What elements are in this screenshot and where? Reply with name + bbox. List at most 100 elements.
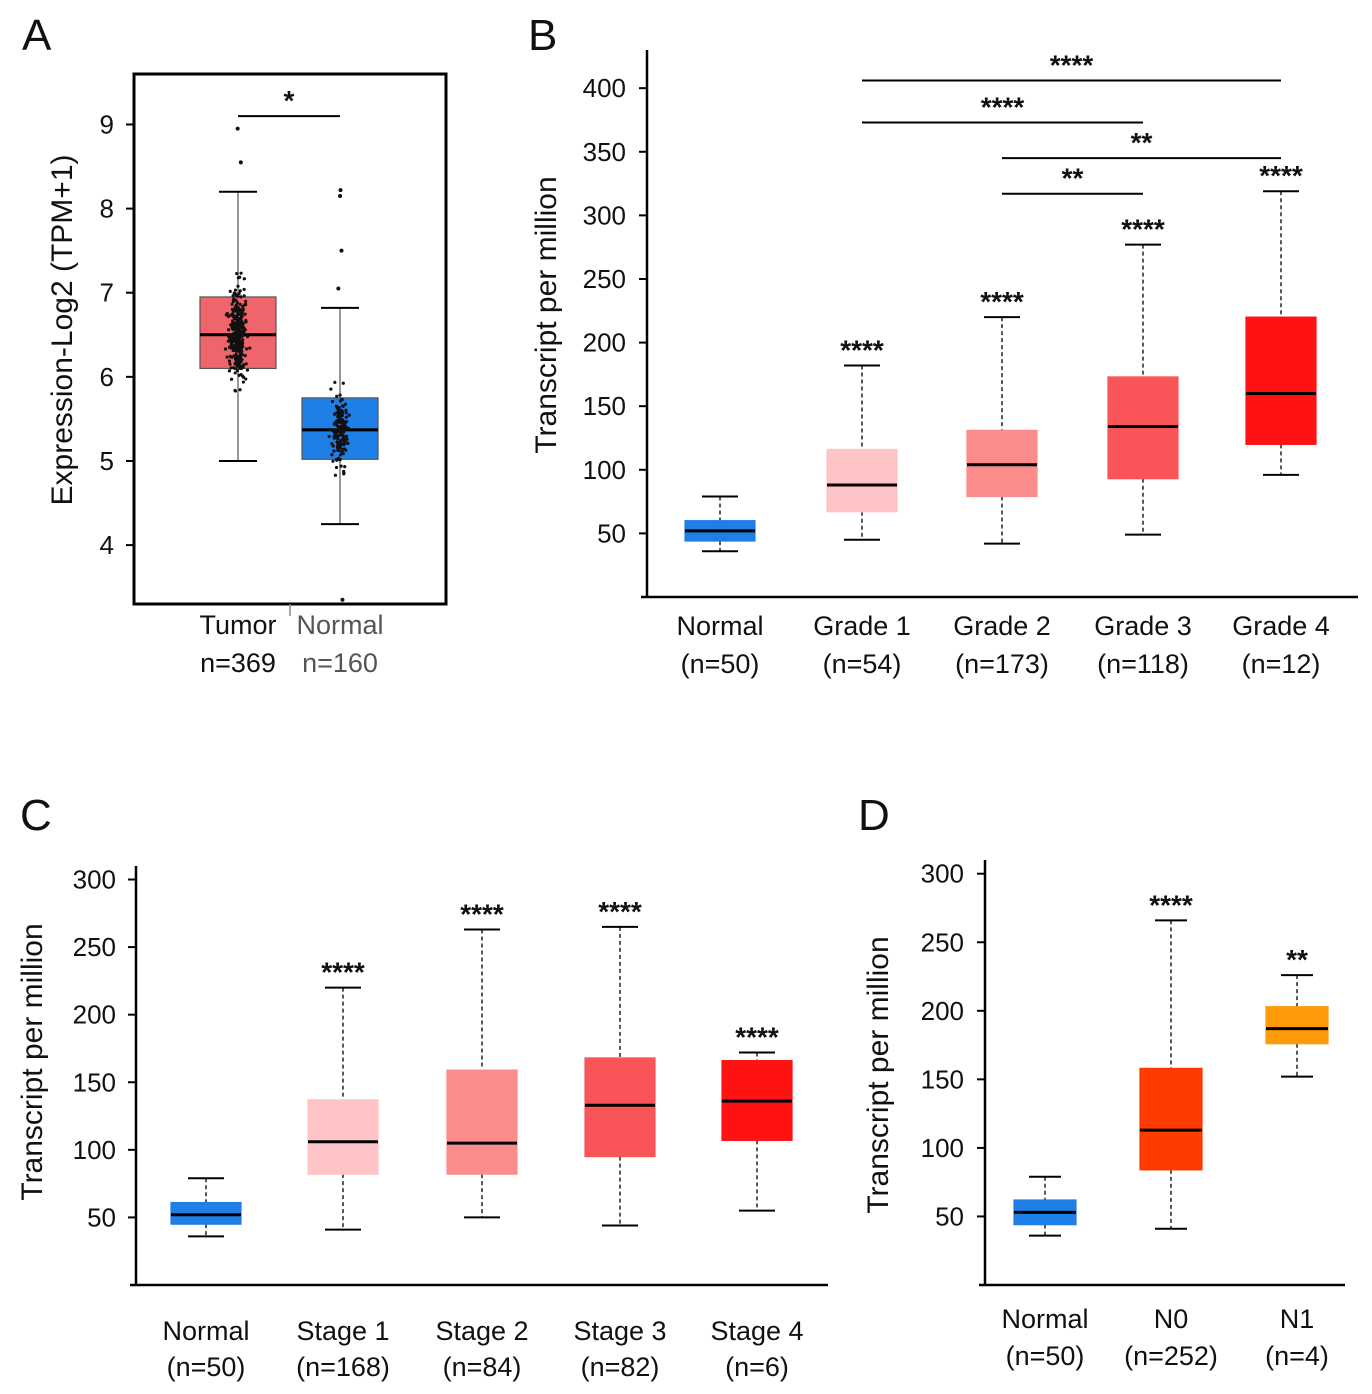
data-point [342,437,346,441]
panel-label: C [20,791,52,840]
category-count: (n=50) [681,649,760,679]
data-point [331,459,335,463]
data-point [342,423,346,427]
data-point [332,434,336,438]
data-point [346,441,350,446]
data-point [229,377,234,381]
category-label: Stage 1 [296,1316,389,1346]
data-point [335,394,339,398]
category-count: (n=168) [296,1352,390,1382]
data-point [231,294,235,298]
data-point [236,348,240,352]
data-point [334,421,338,425]
category-label: Grade 2 [953,611,1051,641]
category-label: Normal [676,611,763,641]
data-point [226,328,231,332]
data-point [232,331,236,335]
data-point [338,453,343,457]
data-point [237,291,241,296]
data-point [238,322,242,326]
comparison-label: * [284,85,295,116]
data-point [344,411,348,415]
data-point [342,471,346,475]
data-point [239,350,243,354]
data-point [231,319,235,323]
data-point [231,348,235,352]
data-point [338,414,342,418]
box-stage-2 [446,1069,518,1175]
data-point [227,359,232,363]
data-point [241,380,245,384]
data-point [343,441,347,445]
data-point [235,301,239,305]
data-point [235,317,239,322]
data-point [223,347,228,351]
data-point [233,389,238,393]
box-stage-3 [584,1057,656,1158]
y-tick-label: 150 [583,391,626,421]
data-point [339,397,344,402]
data-point [239,295,243,299]
y-tick-label: 5 [100,446,114,476]
data-point [342,447,346,451]
data-point [240,320,244,324]
data-point [344,434,349,438]
category-label: Stage 2 [435,1316,528,1346]
comparison-label: ** [1131,127,1153,158]
data-point [333,380,337,384]
data-point [233,371,237,375]
comparison-label: **** [1050,50,1094,81]
data-point [229,338,233,343]
category-label: Stage 4 [710,1316,803,1346]
y-tick-label: 250 [921,927,964,957]
data-point [238,275,242,279]
y-tick-label: 300 [583,200,626,230]
data-point [239,315,244,319]
data-point [330,399,335,404]
significance-label: **** [980,286,1024,317]
category-label: Grade 4 [1232,611,1330,641]
data-point [228,362,232,366]
data-point [328,428,332,432]
data-point [234,352,238,356]
y-tick-label: 50 [87,1202,116,1232]
significance-label: ** [1286,944,1308,975]
data-point [334,465,339,470]
category-count: (n=50) [1006,1341,1085,1371]
data-point [242,287,246,292]
data-point [229,366,233,370]
data-point [239,372,243,377]
panel-c: C 50 100 150 200 250 300 Transcript per million… [16,791,828,1382]
data-point [339,464,343,468]
y-tick-label: 50 [935,1201,964,1231]
data-point [346,426,350,430]
category-count: (n=252) [1124,1341,1218,1371]
data-point [344,408,348,412]
outlier-point [238,160,243,165]
y-tick-label: 100 [73,1135,116,1165]
data-point [338,446,342,450]
y-tick-label: 200 [921,996,964,1026]
data-point [338,393,342,397]
outlier-point [336,286,341,291]
y-tick-label: 300 [73,865,116,895]
data-point [331,444,335,448]
data-point [335,436,340,440]
y-axis-title: Transcript per million [16,923,49,1200]
category-label: Normal [162,1316,249,1346]
significance-label: **** [840,334,884,365]
data-point [341,452,345,456]
data-point [238,359,243,363]
outlier-point [340,597,345,602]
data-point [341,404,345,409]
panel-d: D 50 100 150 200 250 300 Transcript per million… [858,791,1345,1371]
data-point [244,377,248,381]
category-label: Tumor [199,610,276,640]
data-point [238,388,242,392]
category-label: N1 [1280,1304,1315,1334]
data-point [244,318,248,322]
data-point [243,354,247,358]
data-point [236,311,240,315]
category-count: (n=12) [1242,649,1321,679]
